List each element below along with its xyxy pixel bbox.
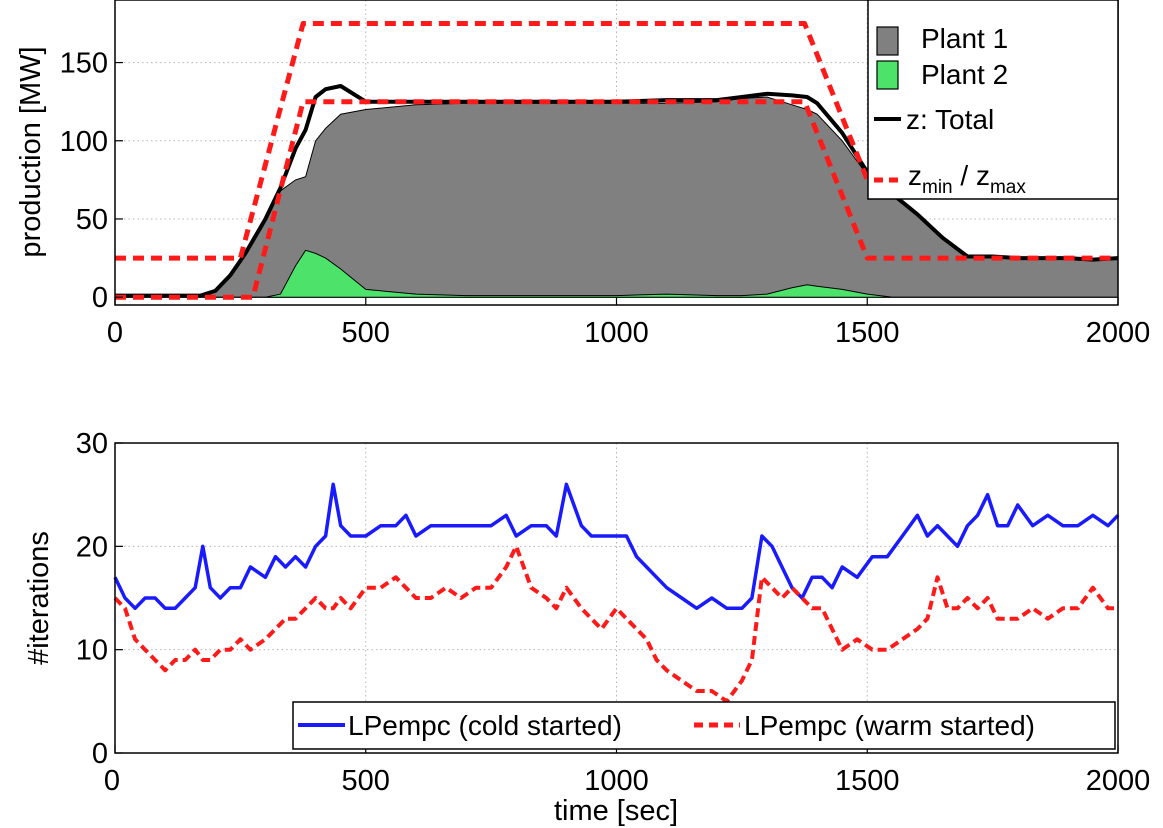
y-tick-label: 50 [76,204,108,236]
legend-box-1 [867,0,1119,200]
series-line-cold-started [113,482,1120,611]
y-tick-label: 0 [92,738,108,770]
y-tick-label: 150 [60,48,108,80]
y-tick-label: 100 [60,126,108,158]
series-line-z-total [115,84,1119,298]
legend-2: LPempc (cold started) LPempc (warm start… [292,701,1116,750]
x-tick-label: 2000 [1086,317,1151,349]
y-tick-label: 10 [76,635,108,667]
legend-label-bounds: zmin / zmax [908,160,1026,198]
legend-bounds-min: min [922,177,953,198]
x-tick-label: 2000 [1086,765,1151,797]
legend-label-total: z: Total [906,104,994,135]
legend-label-plant-1: Plant 1 [921,23,1008,54]
x-tick-label: 500 [342,765,390,797]
legend-bounds-max: max [990,177,1026,198]
x-tick-label: 1500 [835,765,900,797]
legend-box-2 [292,701,1116,750]
legend-swatch-plant-1 [876,26,899,56]
legend-swatch-plant-2 [876,60,899,90]
x-tick-label: 500 [342,317,390,349]
x-tick-label: 1500 [835,317,900,349]
iterations-chart: 0 500 1000 1500 2000 0 10 20 30 #iterations time… [23,428,1150,827]
area-plant-2 [115,249,1118,298]
y-tick-label: 20 [76,531,108,563]
y-tick-label: 0 [92,282,108,314]
y-axis-label-1: production [MW] [15,46,47,257]
series-line-z-min [115,99,1118,300]
legend-label-plant-2: Plant 2 [921,59,1008,90]
legend-bounds-slash: / z [953,160,990,191]
line-layer-2 [113,482,1120,704]
ticks-1: 0 500 1000 1500 2000 0 50 100 150 [60,48,1151,349]
x-tick-label: 0 [104,765,120,797]
production-chart: 0 500 1000 1500 2000 0 50 100 150 production [MW… [15,0,1150,349]
y-axis-label-2: #iterations [23,531,55,665]
ticks-2: 0 500 1000 1500 2000 0 10 20 30 [76,428,1151,797]
legend-bounds-z1: z [908,160,922,191]
y-tick-label: 30 [76,428,108,460]
x-tick-label: 1000 [584,317,649,349]
legend-1: Plant 1 Plant 2 z: Total zmin / zmax [867,0,1119,200]
legend-label-cold: LPempc (cold started) [348,710,622,741]
x-axis-label-2: time [sec] [554,795,678,827]
x-tick-label: 0 [107,317,123,349]
x-tick-label: 1000 [584,765,649,797]
legend-label-warm: LPempc (warm started) [744,710,1035,741]
